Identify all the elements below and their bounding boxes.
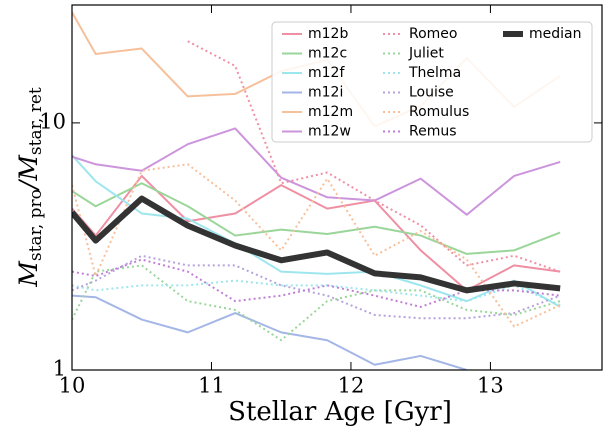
series-line <box>72 279 561 307</box>
plot-frame <box>71 4 603 371</box>
legend-label: Romulus <box>409 104 469 120</box>
legend-label: m12c <box>308 46 347 62</box>
x-axis-label: Stellar Age [Gyr] <box>228 397 452 427</box>
y-axis-label: Mstar, pro/Mstar, ret <box>14 87 46 288</box>
x-tick-label: 11 <box>198 374 225 398</box>
legend-label: Louise <box>409 85 454 101</box>
legend-label: m12b <box>308 26 348 42</box>
series-line <box>72 154 561 308</box>
x-tick-label: 10 <box>59 374 86 398</box>
legend-label: Romeo <box>409 26 457 42</box>
y-label-part: star, pro <box>26 189 46 261</box>
series-line <box>187 40 561 273</box>
series-line <box>72 294 468 370</box>
y-label-part: M <box>14 260 43 288</box>
series-line <box>72 182 561 255</box>
legend-label: Remus <box>409 124 457 140</box>
legend-label: m12m <box>308 104 353 120</box>
y-tick-label: 10 <box>39 109 66 133</box>
legend-label: m12i <box>308 85 343 101</box>
x-tick-label: 13 <box>477 374 504 398</box>
legend-box <box>271 21 593 143</box>
legend-label: Juliet <box>408 46 444 62</box>
y-tick-label: 1 <box>53 357 66 381</box>
y-label-part: star, ret <box>26 87 46 155</box>
series-line <box>72 195 561 294</box>
legend-label: median <box>529 26 581 42</box>
series-line <box>72 264 561 342</box>
y-label-part: /M <box>14 154 43 191</box>
legend-label: m12f <box>308 65 345 81</box>
legend-label: m12w <box>308 124 351 140</box>
x-tick-label: 12 <box>338 374 365 398</box>
series-line <box>72 127 561 216</box>
legend-label: Thelma <box>408 65 461 81</box>
series-line <box>72 258 561 308</box>
series-line <box>72 163 561 328</box>
